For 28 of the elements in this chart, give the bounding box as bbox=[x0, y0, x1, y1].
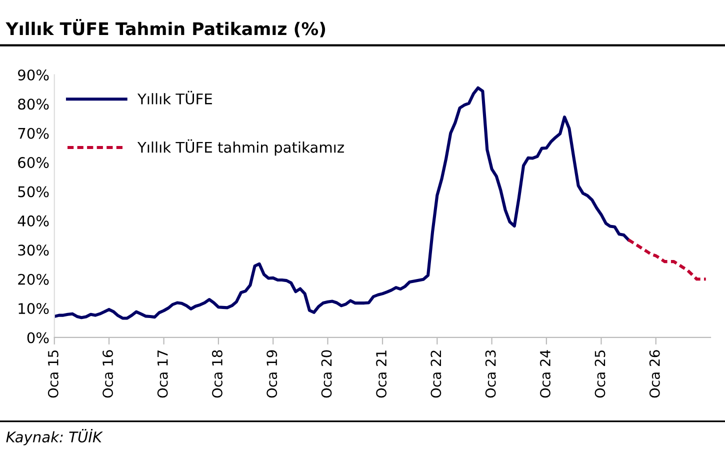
x-tick-label: Oca 17 bbox=[157, 350, 168, 398]
x-tick-label: Oca 16 bbox=[102, 350, 114, 398]
text: Kaynak: TÜİK bbox=[6, 428, 103, 446]
x-tick-label: Oca 21 bbox=[376, 350, 387, 398]
x-tick-label: Oca 20 bbox=[321, 350, 332, 398]
legend-label: Yıllık TÜFE bbox=[137, 90, 212, 104]
y-tick-label: 20% bbox=[18, 274, 49, 285]
x-tick-label: Oca 15 bbox=[48, 350, 58, 398]
x-tick-label: Oca 22 bbox=[430, 350, 442, 398]
x-tick-label: Oca 24 bbox=[540, 350, 550, 398]
y-tick-label: 30% bbox=[18, 244, 49, 256]
x-tick-label: Oca 19 bbox=[266, 350, 278, 398]
x-tick-label: Oca 23 bbox=[485, 350, 496, 398]
y-tick-label: 50% bbox=[18, 186, 49, 198]
y-tick-label: 70% bbox=[18, 128, 49, 139]
y-tick-label: 10% bbox=[18, 303, 49, 314]
legend-label: Yıllık TÜFE tahmin patikamız bbox=[137, 139, 344, 156]
y-tick-label: 40% bbox=[18, 215, 49, 226]
x-tick-label: Oca 25 bbox=[594, 350, 606, 398]
line-series bbox=[54, 86, 630, 320]
y-tick-label: 0% bbox=[27, 332, 49, 344]
y-tick-label: 90% bbox=[18, 69, 49, 80]
x-tick-label: Oca 18 bbox=[212, 350, 222, 398]
x-tick-label: Oca 26 bbox=[649, 350, 660, 398]
y-tick-label: 80% bbox=[18, 98, 49, 110]
chart-title: Yıllık TÜFE Tahmin Patikamız (%) bbox=[6, 18, 326, 38]
y-tick-label: 60% bbox=[18, 157, 49, 168]
line-series bbox=[626, 238, 708, 281]
